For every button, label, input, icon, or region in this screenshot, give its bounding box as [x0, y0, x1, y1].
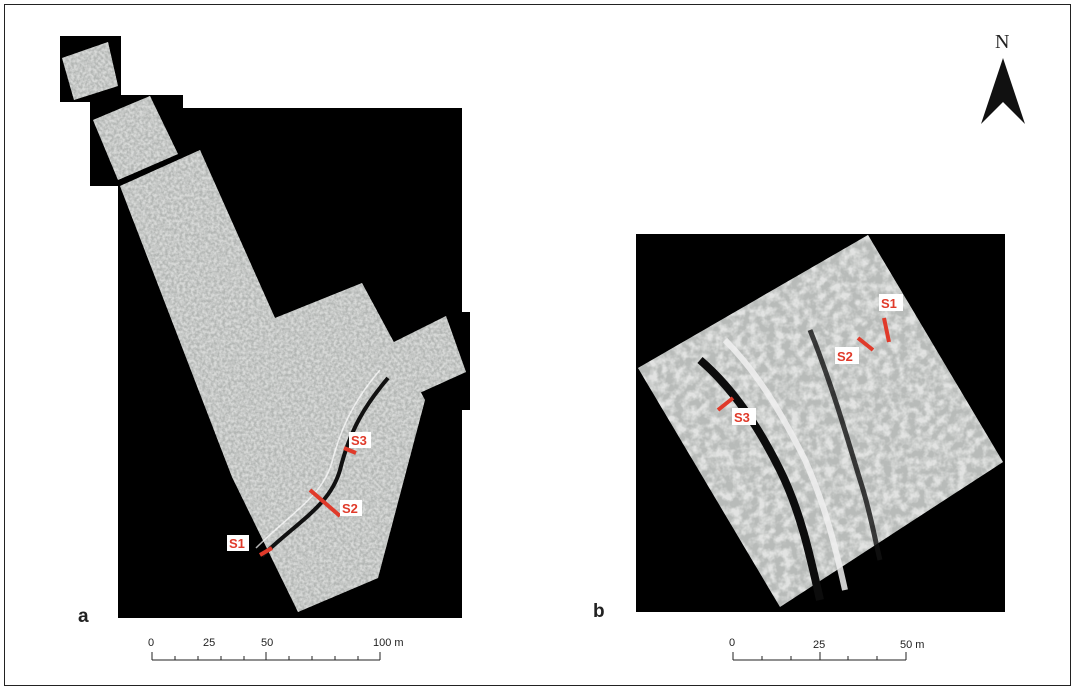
north-label: N — [995, 31, 1009, 53]
panel-a-scale-bar: 0 25 50 100 m — [148, 637, 404, 661]
section-label-box — [732, 408, 756, 425]
scale-b-end-label: 50 m — [900, 639, 924, 651]
section-label-s2: S2 — [342, 501, 358, 516]
panel-b-map: S1 S2 S3 — [636, 234, 1005, 612]
section-label-s3: S3 — [351, 433, 367, 448]
section-label-s3: S3 — [734, 410, 750, 425]
section-label-box — [349, 432, 371, 448]
section-marker-s3 — [716, 396, 735, 412]
section-label-box — [227, 535, 249, 551]
panel-b-survey-area — [638, 235, 1003, 607]
north-arrow: N — [981, 31, 1025, 124]
section-marker-s1 — [882, 317, 891, 343]
scale-a-end-label: 100 m — [373, 637, 404, 649]
section-label-s2: S2 — [837, 349, 853, 364]
scale-b-tick-0: 0 — [729, 637, 735, 649]
north-arrow-icon — [981, 58, 1025, 124]
scale-a-tick-25: 25 — [203, 637, 215, 649]
section-label-box — [879, 294, 903, 311]
ditch-feature — [260, 376, 390, 558]
panel-b-scale-bar: 0 25 50 m — [729, 637, 924, 661]
scale-a-tick-50: 50 — [261, 637, 273, 649]
section-label-box — [835, 347, 859, 364]
panel-a-letter: a — [78, 606, 89, 627]
scale-b-tick-25: 25 — [813, 639, 825, 651]
section-marker-s1 — [258, 546, 274, 557]
section-marker-s2 — [856, 336, 875, 352]
section-marker-s3 — [343, 446, 357, 455]
section-label-s1: S1 — [881, 296, 897, 311]
panel-b-letter: b — [593, 601, 605, 622]
section-marker-s2 — [308, 488, 342, 518]
scale-a-tick-0: 0 — [148, 637, 154, 649]
panel-a-map: S1 S2 S3 — [60, 36, 470, 618]
panel-a-survey-area — [62, 42, 466, 612]
section-label-box — [340, 500, 362, 516]
ditch-feature — [697, 356, 824, 601]
section-label-s1: S1 — [229, 536, 245, 551]
